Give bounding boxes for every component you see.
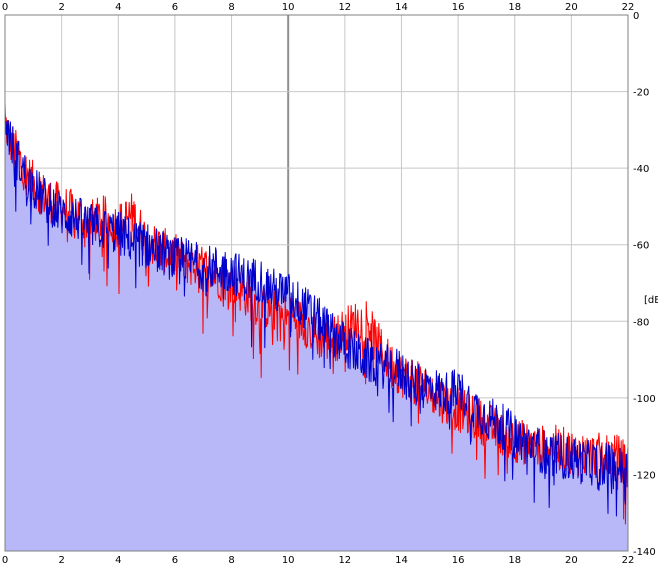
- y-axis-label: [dB]: [644, 295, 658, 306]
- y-tick-label: -100: [633, 394, 656, 405]
- x-tick-label-top: 18: [508, 2, 521, 13]
- x-axis-bottom: 0 2 4 6 8 10 12 14 16 18 20 22: [2, 555, 635, 566]
- x-tick-label-top: 22: [622, 2, 635, 13]
- x-tick-label-top: 8: [228, 2, 234, 13]
- y-tick-label: -20: [633, 88, 649, 99]
- y-tick-label: 0: [633, 11, 639, 22]
- y-tick-label: -60: [633, 241, 649, 252]
- x-tick-label-bottom: 8: [228, 555, 234, 566]
- x-tick-label-top: 12: [338, 2, 351, 13]
- x-tick-label-top: 20: [565, 2, 578, 13]
- x-tick-label-bottom: 6: [172, 555, 178, 566]
- x-tick-label-bottom: 20: [565, 555, 578, 566]
- x-tick-label-top: 4: [115, 2, 121, 13]
- y-tick-label: -40: [633, 164, 649, 175]
- series-b-line: [4, 102, 629, 517]
- y-tick-label: -140: [633, 547, 656, 558]
- x-tick-label-top: 2: [58, 2, 64, 13]
- x-tick-label-bottom: 2: [58, 555, 64, 566]
- x-axis-top: 0 2 4 6 8 10 12 14 16 18 20 22: [2, 2, 635, 13]
- y-tick-label: -80: [633, 317, 649, 328]
- plot-border: [4, 14, 629, 552]
- x-tick-label-bottom: 10: [282, 555, 295, 566]
- x-tick-label-bottom: 22: [622, 555, 635, 566]
- x-tick-label-bottom: 16: [452, 555, 465, 566]
- x-tick-label-bottom: 4: [115, 555, 121, 566]
- x-tick-label-top: 0: [2, 2, 8, 13]
- x-tick-label-top: 16: [452, 2, 465, 13]
- y-tick-label: -120: [633, 470, 656, 481]
- x-tick-label-bottom: 0: [2, 555, 8, 566]
- x-tick-label-top: 6: [172, 2, 178, 13]
- series-b-fill: [5, 102, 628, 552]
- x-tick-label-bottom: 14: [395, 555, 408, 566]
- series-layer: [4, 102, 629, 552]
- x-tick-label-bottom: 12: [338, 555, 351, 566]
- x-tick-label-top: 10: [282, 2, 295, 13]
- x-tick-label-top: 14: [395, 2, 408, 13]
- x-tick-label-bottom: 18: [508, 555, 521, 566]
- y-axis: 0 -20 -40 -60 -80 -100 -120 -140: [633, 11, 656, 558]
